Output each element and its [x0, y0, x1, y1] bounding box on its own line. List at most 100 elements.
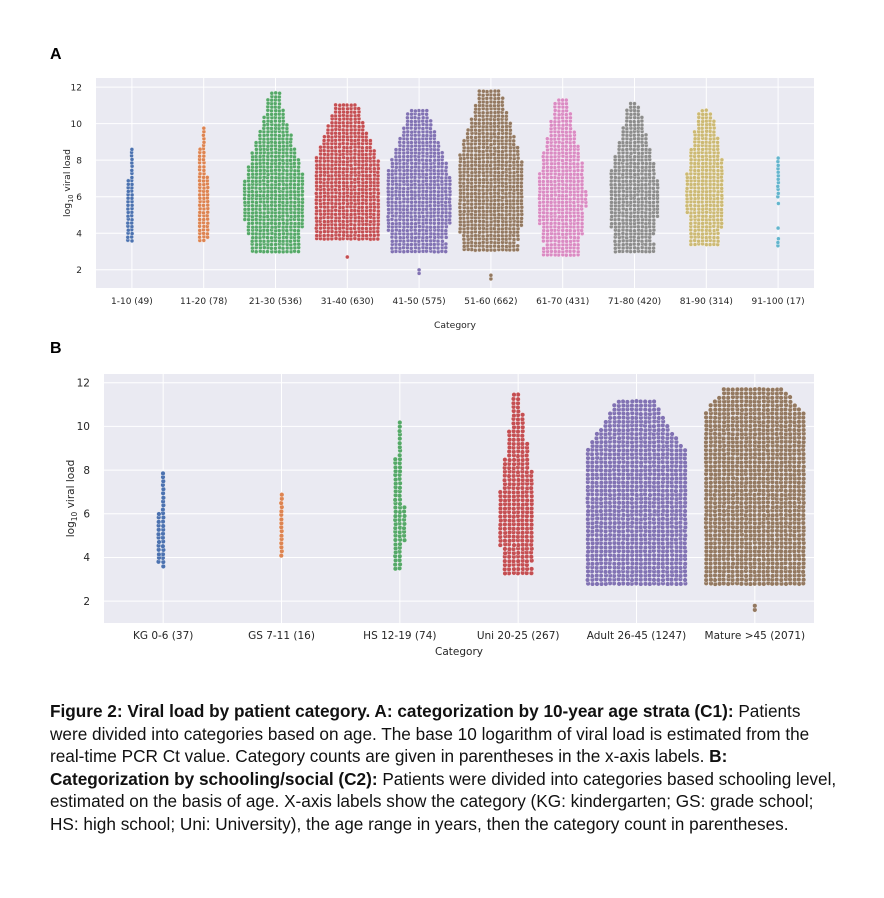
data-point: [651, 161, 656, 166]
data-point: [435, 182, 441, 187]
data-point: [633, 427, 639, 433]
data-point: [696, 126, 702, 131]
data-point: [292, 200, 297, 205]
data-point: [125, 206, 131, 212]
data-point: [205, 210, 210, 215]
data-point: [611, 480, 617, 485]
data-point: [288, 214, 294, 219]
data-point: [284, 175, 290, 181]
data-point: [704, 168, 709, 173]
data-point: [462, 240, 467, 246]
data-point: [160, 490, 166, 496]
data-point: [541, 150, 546, 156]
data-point: [511, 138, 516, 144]
data-point: [598, 553, 604, 558]
data-point: [700, 231, 705, 237]
swarm-hs-12-19-74: [392, 420, 407, 572]
data-point: [624, 108, 630, 113]
data-point: [416, 158, 422, 163]
data-point: [568, 178, 573, 184]
data-point: [673, 569, 679, 575]
data-point: [575, 151, 581, 156]
data-point: [616, 419, 622, 425]
data-point: [507, 457, 513, 463]
data-point: [416, 122, 422, 128]
data-point: [330, 205, 335, 210]
data-point: [292, 154, 297, 159]
data-point: [465, 215, 470, 221]
data-point: [515, 177, 520, 182]
data-point: [511, 226, 516, 231]
data-point: [711, 185, 717, 191]
data-point: [333, 120, 338, 125]
data-point: [416, 129, 422, 135]
data-point: [643, 140, 649, 145]
data-point: [265, 235, 270, 240]
data-point: [719, 157, 725, 162]
data-point: [409, 221, 414, 226]
data-point: [515, 247, 520, 252]
data-point: [386, 168, 391, 173]
data-point: [625, 460, 631, 466]
data-point: [443, 185, 448, 191]
data-point: [620, 179, 626, 184]
data-point: [506, 489, 512, 495]
data-point: [598, 536, 604, 542]
data-point: [639, 182, 645, 187]
data-point: [390, 239, 395, 244]
data-point: [612, 508, 617, 514]
data-point: [401, 140, 406, 145]
data-point: [492, 170, 498, 175]
data-point: [528, 570, 534, 576]
data-point: [393, 488, 399, 494]
data-point: [564, 126, 569, 131]
swarm-81-90-314: [684, 108, 725, 247]
data-point: [704, 185, 709, 191]
data-point: [280, 193, 286, 198]
data-point: [633, 577, 639, 582]
data-point: [488, 216, 494, 221]
data-point: [636, 175, 641, 181]
data-point: [519, 517, 525, 523]
data-point: [333, 159, 339, 164]
data-point: [616, 528, 622, 534]
data-point: [643, 175, 649, 180]
data-point: [632, 101, 637, 106]
data-point: [436, 224, 441, 230]
data-point: [277, 182, 282, 187]
data-point: [549, 207, 554, 212]
data-point: [585, 549, 591, 555]
data-point: [492, 92, 497, 98]
data-point: [496, 100, 501, 105]
data-point: [572, 228, 577, 233]
data-point: [643, 165, 649, 170]
data-point: [277, 210, 282, 215]
data-point: [603, 528, 609, 534]
data-point: [529, 566, 535, 572]
data-point: [633, 447, 639, 453]
data-point: [254, 224, 259, 230]
data-point: [511, 413, 517, 419]
data-point: [508, 145, 513, 150]
data-point: [664, 488, 670, 494]
data-point: [477, 117, 482, 123]
data-point: [572, 242, 577, 247]
data-point: [553, 147, 558, 152]
data-point: [678, 565, 683, 571]
data-point: [125, 196, 131, 201]
data-point: [651, 214, 656, 219]
data-point: [647, 520, 653, 526]
data-point: [393, 217, 399, 223]
data-point: [677, 508, 683, 514]
data-point: [160, 563, 166, 569]
data-point: [502, 550, 508, 556]
data-point: [647, 245, 652, 251]
data-point: [277, 108, 282, 114]
data-point: [579, 221, 585, 226]
data-point: [205, 185, 210, 190]
data-point: [409, 214, 414, 219]
data-point: [432, 133, 437, 138]
data-point: [552, 143, 557, 149]
data-point: [393, 542, 398, 547]
data-point: [156, 511, 162, 517]
